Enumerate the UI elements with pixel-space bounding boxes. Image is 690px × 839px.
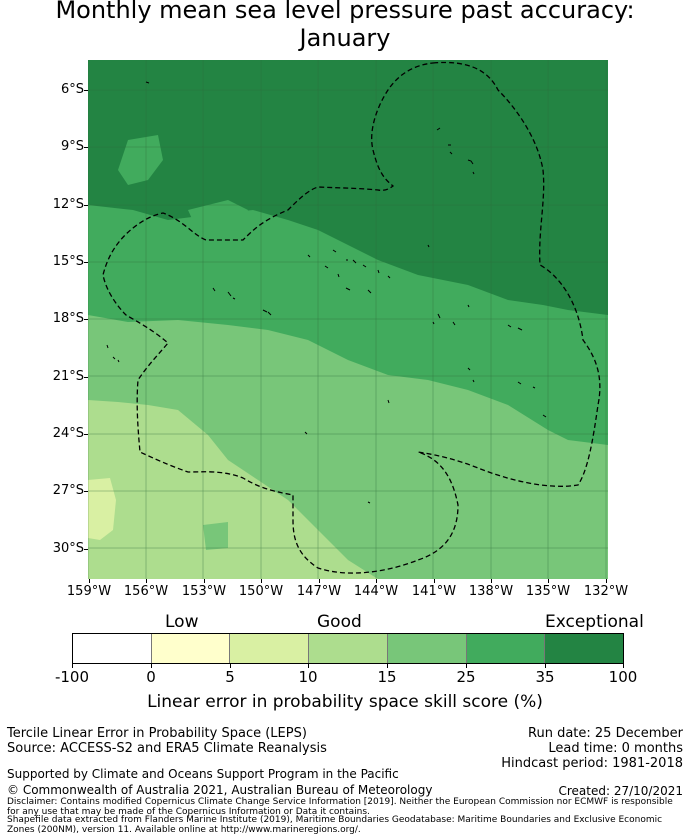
colorbar-segment <box>545 634 624 663</box>
lat-label-27s: 27°S <box>52 483 84 498</box>
lat-tick <box>84 147 88 148</box>
colorbar-tick-label: 0 <box>146 668 156 686</box>
colorbar-label: Linear error in probability space skill … <box>147 692 543 712</box>
islands <box>106 81 547 504</box>
lon-tick <box>89 579 90 583</box>
skill-map-svg <box>88 60 608 579</box>
lon-label-159w: 159°W <box>66 584 112 599</box>
created-text: Created: 27/10/2021 <box>558 784 683 798</box>
lat-tick <box>84 205 88 206</box>
colorbar-tick <box>466 664 467 668</box>
lat-label-9s: 9°S <box>60 139 84 154</box>
lon-label-150w: 150°W <box>238 584 284 599</box>
region-low <box>88 478 116 540</box>
colorbar-segment <box>309 634 388 663</box>
lon-tick <box>606 579 607 583</box>
colorbar-tick <box>545 664 546 668</box>
run-date-text: Run date: 25 December <box>528 726 683 741</box>
lat-label-21s: 21°S <box>52 369 84 384</box>
category-label-low: Low <box>165 612 199 632</box>
colorbar-segment <box>387 634 467 663</box>
category-label-good: Good <box>317 612 362 632</box>
lat-tick <box>84 319 88 320</box>
hindcast-text: Hindcast period: 1981-2018 <box>501 756 683 771</box>
lat-label-15s: 15°S <box>52 254 84 269</box>
colorbar-tick-label: 35 <box>535 668 555 686</box>
method-text: Tercile Linear Error in Probability Spac… <box>7 726 307 741</box>
shapefile-text: Shapefile data extracted from Flanders M… <box>7 815 663 835</box>
supported-text: Supported by Climate and Oceans Support … <box>7 767 399 781</box>
lead-time-text: Lead time: 0 months <box>548 741 683 756</box>
lat-label-12s: 12°S <box>52 197 84 212</box>
lon-tick <box>548 579 549 583</box>
colorbar-tick-label: -100 <box>54 668 90 686</box>
colorbar <box>72 633 624 664</box>
lon-label-138w: 138°W <box>468 584 514 599</box>
lat-label-6s: 6°S <box>60 82 84 97</box>
map-gridlines <box>88 60 608 579</box>
lat-tick <box>84 434 88 435</box>
colorbar-tick-label: 5 <box>225 668 235 686</box>
colorbar-segment <box>230 634 310 663</box>
colorbar-tick <box>308 664 309 668</box>
colorbar-tick-label: 15 <box>377 668 397 686</box>
lat-tick <box>84 491 88 492</box>
chart-title-line-1: Monthly mean sea level pressure past acc… <box>55 0 635 24</box>
lon-label-132w: 132°W <box>583 584 629 599</box>
lat-tick <box>84 549 88 550</box>
colorbar-segment <box>73 634 152 663</box>
lon-tick <box>434 579 435 583</box>
region-good-patch <box>203 522 228 550</box>
lon-tick <box>376 579 377 583</box>
colorbar-tick-label: 25 <box>456 668 476 686</box>
colorbar-tick <box>230 664 231 668</box>
colorbar-tick-label: 100 <box>608 668 638 686</box>
colorbar-tick <box>151 664 152 668</box>
lon-label-147w: 147°W <box>296 584 342 599</box>
lat-tick <box>84 377 88 378</box>
lat-tick <box>84 90 88 91</box>
lon-label-153w: 153°W <box>181 584 227 599</box>
lon-tick <box>146 579 147 583</box>
lat-label-30s: 30°S <box>52 541 84 556</box>
lon-tick <box>491 579 492 583</box>
copyright-text: © Commonwealth of Australia 2021, Austra… <box>7 783 433 797</box>
colorbar-tick <box>623 664 624 668</box>
lon-label-144w: 144°W <box>353 584 399 599</box>
colorbar-tick <box>72 664 73 668</box>
lat-label-24s: 24°S <box>52 426 84 441</box>
disclaimer-text: Disclaimer: Contains modified Copernicus… <box>7 797 673 817</box>
lat-tick <box>84 262 88 263</box>
lon-tick <box>319 579 320 583</box>
colorbar-tick-label: 10 <box>298 668 318 686</box>
lon-label-156w: 156°W <box>123 584 169 599</box>
colorbar-segment <box>466 634 546 663</box>
region-low-good <box>88 400 378 579</box>
colorbar-segment <box>151 634 231 663</box>
category-label-exceptional: Exceptional <box>545 612 644 632</box>
region-good-high-patch <box>118 135 163 185</box>
source-text: Source: ACCESS-S2 and ERA5 Climate Reana… <box>7 741 327 756</box>
chart-title-line-2: January <box>299 24 391 52</box>
lon-label-141w: 141°W <box>411 584 457 599</box>
lat-label-18s: 18°S <box>52 311 84 326</box>
colorbar-tick <box>387 664 388 668</box>
skill-map <box>88 60 608 579</box>
lon-tick <box>204 579 205 583</box>
lon-label-135w: 135°W <box>525 584 571 599</box>
lon-tick <box>261 579 262 583</box>
